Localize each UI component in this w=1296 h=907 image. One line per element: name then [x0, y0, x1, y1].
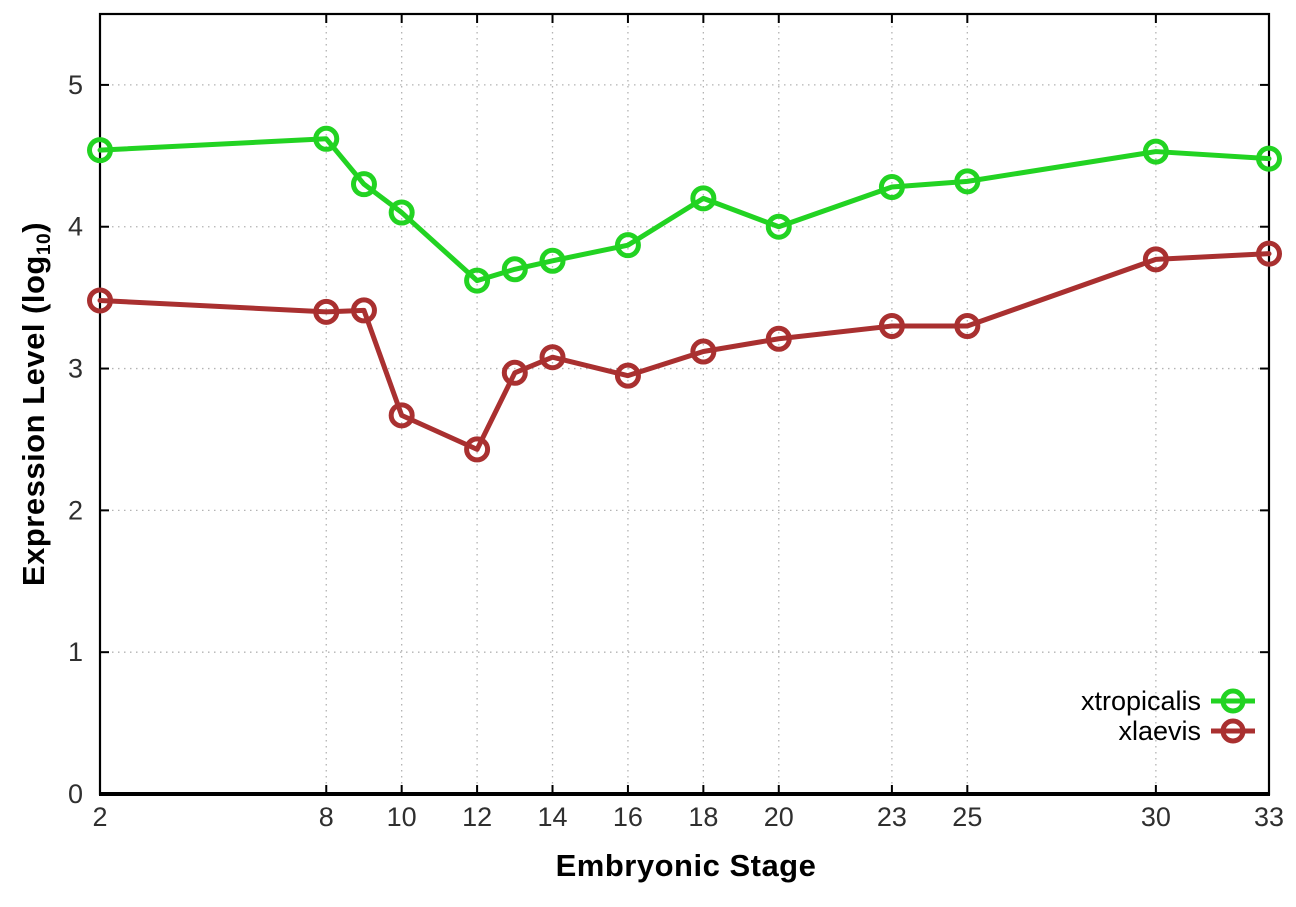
y-axis-title-close: ) [15, 221, 51, 233]
data-point-xlaevis [878, 313, 905, 339]
y-tick-label: 2 [68, 495, 83, 525]
data-point-xtropicalis [464, 267, 491, 294]
x-tick-label: 2 [92, 802, 107, 832]
data-point-xlaevis [690, 338, 717, 365]
y-tick-label: 4 [68, 212, 83, 242]
plot-border [98, 12, 1271, 796]
x-tick-label: 30 [1141, 802, 1171, 832]
x-tick-label: 12 [462, 802, 492, 832]
data-point-xtropicalis [313, 125, 340, 152]
legend: xtropicalis xlaevis [1081, 686, 1255, 746]
data-point-xlaevis [539, 344, 566, 371]
y-axis-title-subscript: 10 [34, 232, 56, 256]
data-point-xlaevis [1142, 246, 1169, 273]
x-tick-label: 23 [877, 802, 907, 832]
data-point-xtropicalis [350, 171, 377, 198]
x-tick-label: 8 [319, 802, 334, 832]
x-tick-label: 18 [688, 802, 718, 832]
y-tick-label: 1 [68, 637, 83, 667]
legend-label-xtropicalis: xtropicalis [1080, 686, 1201, 716]
data-point-xlaevis [464, 436, 491, 463]
data-point-xlaevis [765, 325, 792, 352]
x-tick-label: 25 [952, 802, 982, 832]
y-tick-label: 0 [68, 779, 83, 809]
legend-line-circle-icon [1211, 688, 1255, 714]
x-tick-label: 14 [537, 802, 567, 832]
data-point-xtropicalis [690, 185, 717, 212]
x-tick-label: 16 [613, 802, 643, 832]
data-point-xlaevis [1256, 240, 1282, 267]
data-point-xtropicalis [388, 199, 415, 226]
data-point-xlaevis [388, 402, 415, 429]
y-tick-label: 5 [68, 70, 83, 100]
data-point-xlaevis [501, 359, 528, 386]
legend-row-xlaevis: xlaevis [1081, 716, 1255, 746]
y-tick-label: 3 [68, 354, 83, 384]
series-line-xlaevis [97, 251, 1272, 452]
data-point-xlaevis [614, 362, 641, 389]
legend-label-xlaevis: xlaevis [1118, 716, 1201, 746]
data-point-xlaevis [313, 298, 340, 325]
legend-line-circle-icon [1211, 718, 1255, 744]
data-point-xtropicalis [539, 247, 566, 274]
data-point-xtropicalis [1256, 145, 1282, 172]
x-tick-label: 20 [764, 802, 794, 832]
series-line-xtropicalis [97, 136, 1272, 284]
data-point-xtropicalis [1142, 138, 1169, 165]
data-point-xlaevis [350, 297, 377, 324]
data-point-xtropicalis [954, 168, 981, 195]
data-point-xtropicalis [878, 174, 905, 201]
data-point-xtropicalis [614, 232, 641, 259]
data-point-xtropicalis [765, 213, 792, 240]
data-point-xtropicalis [501, 256, 528, 283]
legend-row-xtropicalis: xtropicalis [1081, 686, 1255, 716]
x-axis-title: Embryonic Stage [555, 848, 817, 883]
data-point-xlaevis [87, 287, 113, 314]
y-axis-title-text: Expression Level (log [15, 255, 51, 587]
data-point-xtropicalis [87, 137, 113, 164]
data-point-xlaevis [954, 313, 981, 339]
x-tick-label: 33 [1254, 802, 1284, 832]
x-tick-label: 10 [387, 802, 417, 832]
y-axis-title: Expression Level (log10) [16, 222, 56, 586]
